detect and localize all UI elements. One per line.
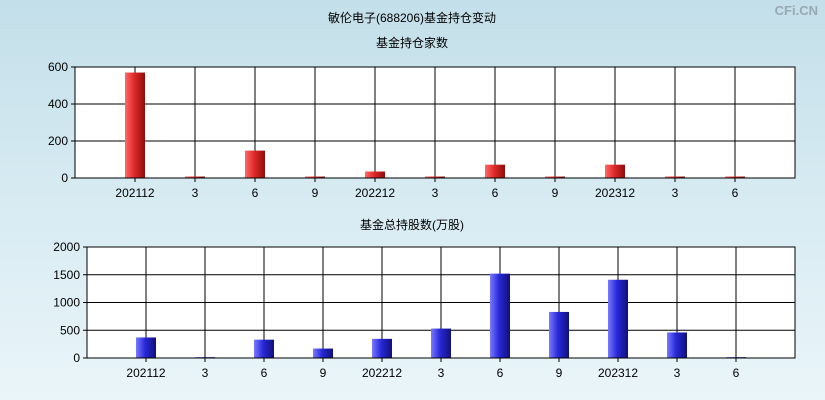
top-ytick-label: 400 bbox=[48, 97, 68, 111]
top-bar-10 bbox=[725, 176, 745, 178]
top-xtick-label: 3 bbox=[672, 186, 679, 200]
top-bar-5 bbox=[425, 176, 445, 178]
top-xtick-label: 202112 bbox=[115, 186, 154, 200]
bottom-chart: 0 500 1000 1500 2000 202112 3 6 9 202212 3 6 9 202312… bbox=[53, 240, 796, 380]
bottom-xtick-label: 6 bbox=[497, 366, 504, 380]
bottom-xtick-label: 202212 bbox=[362, 366, 402, 380]
bottom-xtick-label: 3 bbox=[674, 366, 681, 380]
bottom-xtick-label: 202312 bbox=[598, 366, 638, 380]
bottom-xtick-label: 6 bbox=[733, 366, 740, 380]
bottom-bar-8 bbox=[608, 279, 628, 358]
bottom-bar-9 bbox=[667, 332, 687, 358]
bottom-ytick-label: 500 bbox=[60, 323, 80, 337]
top-ytick-label: 200 bbox=[48, 134, 68, 148]
bottom-ytick-label: 1500 bbox=[53, 268, 80, 282]
watermark-logo: CFi.CN bbox=[775, 3, 818, 18]
bottom-xtick-label: 202112 bbox=[126, 366, 165, 380]
bottom-ytick-label: 1000 bbox=[53, 296, 80, 310]
top-bar-6 bbox=[485, 164, 505, 178]
bottom-ytick-label: 0 bbox=[73, 351, 80, 365]
bottom-xtick-label: 9 bbox=[320, 366, 327, 380]
top-chart-title: 基金持仓家数 bbox=[376, 35, 448, 50]
top-xtick-label: 9 bbox=[312, 186, 319, 200]
bottom-bar-7 bbox=[549, 311, 569, 358]
bottom-xtick-label: 3 bbox=[202, 366, 209, 380]
bottom-plot-frame bbox=[86, 246, 796, 359]
top-chart: 0 200 400 600 202112 3 6 9 202212 3 6 9 202312 3 6 bbox=[48, 60, 796, 200]
top-bar-0 bbox=[125, 72, 145, 178]
bottom-bar-5 bbox=[431, 328, 451, 358]
top-plot-frame bbox=[74, 66, 796, 179]
top-xtick-label: 3 bbox=[192, 186, 199, 200]
top-bar-1 bbox=[185, 176, 205, 178]
top-xtick-label: 202212 bbox=[355, 186, 395, 200]
main-title: 敏伦电子(688206)基金持仓变动 bbox=[328, 10, 496, 25]
top-xtick-label: 6 bbox=[732, 186, 739, 200]
top-bar-7 bbox=[545, 176, 565, 178]
top-bar-3 bbox=[305, 176, 325, 178]
bottom-bar-6 bbox=[490, 273, 510, 358]
bottom-xtick-label: 9 bbox=[556, 366, 563, 380]
top-ytick-label: 0 bbox=[61, 171, 68, 185]
top-bar-8 bbox=[605, 164, 625, 178]
top-xtick-label: 6 bbox=[492, 186, 499, 200]
bottom-chart-title: 基金总持股数(万股) bbox=[360, 217, 464, 232]
bottom-xtick-label: 3 bbox=[438, 366, 445, 380]
bottom-bar-2 bbox=[254, 339, 274, 358]
bottom-bar-0 bbox=[136, 337, 156, 358]
top-xtick-label: 3 bbox=[432, 186, 439, 200]
bottom-xtick-label: 6 bbox=[261, 366, 268, 380]
top-xtick-label: 202312 bbox=[595, 186, 635, 200]
bottom-ytick-label: 2000 bbox=[53, 240, 80, 254]
top-ytick-label: 600 bbox=[48, 60, 68, 74]
top-bar-2 bbox=[245, 150, 265, 178]
top-xtick-label: 9 bbox=[552, 186, 559, 200]
top-xtick-label: 6 bbox=[252, 186, 259, 200]
top-bar-9 bbox=[665, 176, 685, 178]
top-bar-4 bbox=[365, 171, 385, 178]
bottom-bar-4 bbox=[372, 338, 392, 358]
bottom-bar-3 bbox=[313, 348, 333, 358]
